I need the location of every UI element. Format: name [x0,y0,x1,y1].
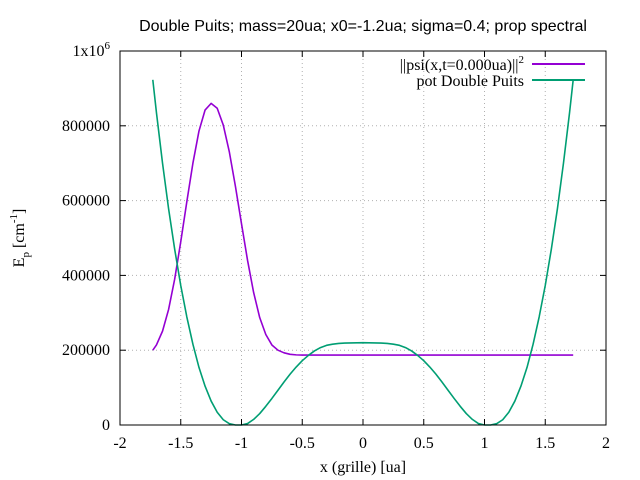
x-tick-label: 1.5 [535,435,555,452]
y-top-tick-label: 1x106 [73,40,111,60]
ticks: -2 -1.5 -1 -0.5 0 0.5 1 1.5 2 0 200000 400000 600000… [62,50,610,452]
x-tick-label: 2 [602,435,610,452]
x-tick-label: -1.5 [168,435,193,452]
psi-density-line [152,102,574,356]
legend-label-potential: pot Double Puits [416,73,524,90]
series-layer [152,79,574,426]
x-axis-label: x (grille) [ua] [320,459,406,476]
legend-entry-psi: ||psi(x,t=0.000ua)||2 [400,54,585,74]
x-tick-label: -0.5 [290,435,315,452]
y-tick-label: 200000 [62,342,110,359]
legend: ||psi(x,t=0.000ua)||2 pot Double Puits [400,54,585,90]
y-tick-label: 400000 [62,267,110,284]
x-tick-label: 1 [481,435,489,452]
double-well-potential-line [152,79,574,426]
x-tick-label: 0.5 [414,435,434,452]
y-tick-label: 800000 [62,118,110,135]
y-tick-label: 0 [102,417,110,434]
x-tick-label: -2 [113,435,126,452]
legend-entry-potential: pot Double Puits [416,73,585,90]
x-tick-label: 0 [359,435,367,452]
legend-label-psi: ||psi(x,t=0.000ua)||2 [400,54,524,74]
x-tick-label: -1 [235,435,248,452]
chart-title: Double Puits; mass=20ua; x0=-1.2ua; sigm… [139,18,587,35]
y-axis-label: Ep [cm-1] [8,209,32,268]
y-tick-label: 600000 [62,193,110,210]
